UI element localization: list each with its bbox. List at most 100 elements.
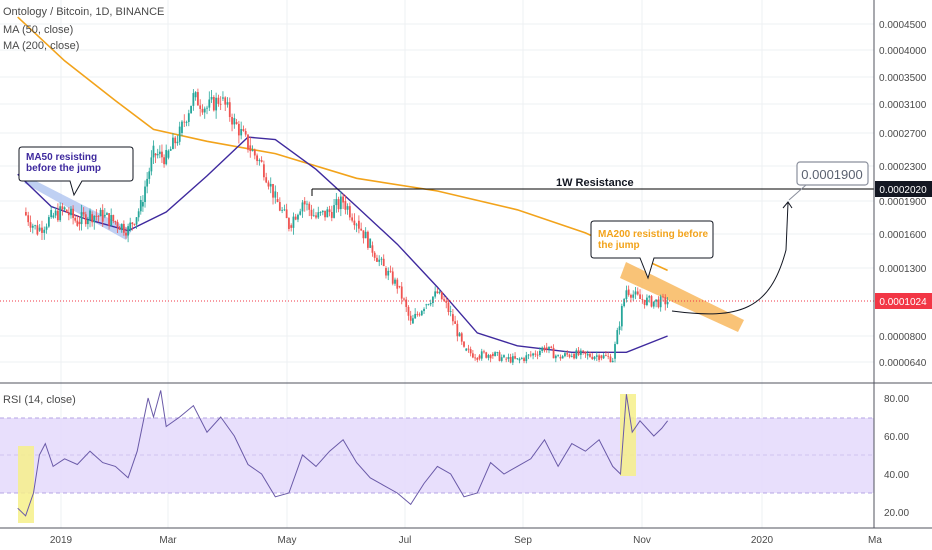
ma200-callout [590, 220, 714, 280]
candle-body [543, 347, 546, 351]
candle-body [276, 199, 279, 203]
candle-body [514, 356, 516, 359]
candle-body [534, 353, 537, 355]
candle-body [503, 355, 505, 358]
price-tick-label: 0.0003100 [879, 100, 927, 111]
rsi-axis: 80.00 60.00 40.00 20.00 [884, 394, 909, 519]
candle-body [59, 206, 62, 221]
candle-body [659, 296, 662, 308]
candle-body [242, 129, 245, 132]
candle-body [292, 216, 295, 228]
candle-body [97, 215, 100, 217]
candle-body [520, 358, 523, 359]
price-tick-label: 0.0004500 [879, 20, 927, 31]
candle-body [328, 209, 331, 213]
ma200-legend: MA (200, close) [3, 40, 80, 52]
candle-body [38, 227, 41, 231]
candle-body [620, 306, 623, 327]
candle-body [142, 202, 144, 207]
price-tick-label: 0.0001600 [879, 230, 927, 241]
rsi-pane [0, 390, 874, 523]
candle-body [529, 354, 532, 356]
time-tick-label: Sep [514, 535, 532, 546]
candle-body [491, 353, 494, 356]
candle-body [87, 219, 89, 225]
candle-body [108, 213, 110, 226]
candle-body [158, 151, 161, 155]
candle-body [554, 355, 557, 359]
candle-body [265, 177, 268, 183]
candle-body [566, 353, 569, 355]
candle-body [630, 294, 632, 298]
candle-body [573, 353, 575, 359]
time-tick-label: Jul [399, 535, 412, 546]
candle-body [480, 351, 483, 359]
candle-body [532, 353, 534, 356]
time-tick-label: Nov [633, 535, 651, 546]
candle-body [376, 257, 378, 262]
candle-body [65, 209, 68, 213]
ma200-callout-text: MA200 resisting before the jump [598, 229, 709, 251]
candle-body [380, 258, 383, 260]
candle-body [485, 352, 488, 358]
rsi-legend: RSI (14, close) [3, 394, 76, 406]
candle-body [251, 149, 254, 152]
candle-body [623, 299, 626, 307]
candle-body [364, 231, 367, 239]
candle-body [550, 346, 553, 348]
candle-body [274, 191, 277, 198]
candle-body [244, 131, 247, 135]
candle-body [611, 360, 614, 363]
candle-body [247, 134, 249, 150]
candle-body [185, 121, 188, 123]
candle-body [344, 201, 347, 210]
candle-body [657, 299, 660, 308]
candle-body [507, 357, 510, 359]
candle-body [436, 291, 439, 294]
time-tick-label: May [278, 535, 297, 546]
candle-body [47, 217, 50, 227]
candle-body [172, 137, 174, 150]
resistance-value-text: 0.0002020 [879, 185, 927, 196]
rsi-highlight-right [620, 394, 636, 476]
candle-body [43, 229, 46, 233]
candle-body [139, 199, 142, 212]
candle-body [382, 258, 385, 267]
candle-body [106, 213, 108, 215]
candle-body [203, 108, 206, 113]
candle-body [70, 208, 72, 216]
candle-body [575, 350, 578, 359]
candle-body [577, 350, 580, 355]
candle-body [161, 151, 163, 158]
candle-body [625, 290, 628, 300]
candle-body [131, 222, 134, 225]
target-label: 0.0001900 [801, 167, 862, 182]
candle-body [483, 351, 485, 353]
candle-body [312, 215, 315, 217]
price-axis: 0.0004500 0.0004000 0.0003500 0.0003100 0.00… [879, 20, 927, 369]
candle-body [609, 356, 612, 363]
candle-body [458, 333, 461, 337]
price-tick-label: 0.0002700 [879, 129, 927, 140]
candle-body [420, 311, 423, 316]
candle-body [281, 209, 284, 211]
candle-body [636, 291, 639, 295]
candle-body [34, 225, 36, 227]
grid [0, 0, 874, 528]
projection-arrowhead [782, 201, 793, 209]
candle-body [335, 199, 338, 206]
candle-body [454, 321, 457, 324]
candle-body [662, 296, 664, 298]
candle-body [360, 228, 363, 231]
candle-body [371, 245, 374, 253]
ma200-line [17, 16, 668, 272]
candle-body [306, 203, 308, 205]
candle-body [127, 226, 130, 236]
projection-arrow [671, 202, 789, 315]
candles [25, 88, 669, 366]
candle-body [199, 105, 202, 109]
candle-body [416, 313, 419, 315]
candle-body [666, 301, 669, 305]
candle-body [398, 285, 401, 287]
candle-body [362, 230, 365, 239]
